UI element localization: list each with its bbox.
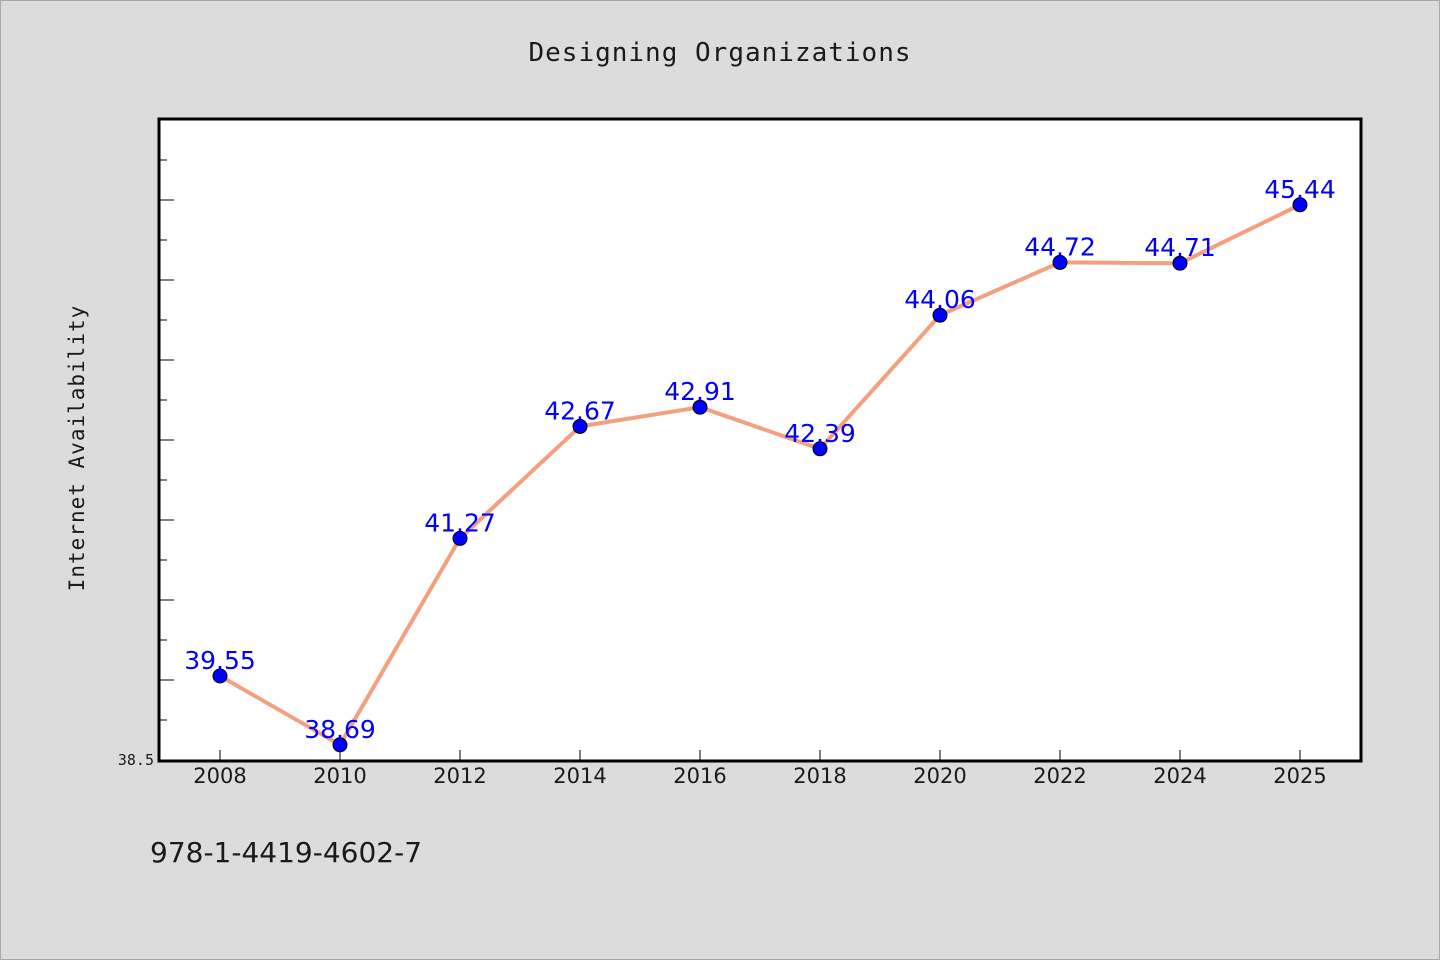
data-point — [932, 307, 948, 323]
data-label: 38.69 — [304, 715, 376, 744]
x-tick-label: 2014 — [553, 764, 606, 788]
data-point — [212, 668, 228, 684]
x-tick-label: 2016 — [673, 764, 726, 788]
x-tick-label: 2010 — [313, 764, 366, 788]
footer-isbn: 978-1-4419-4602-7 — [150, 836, 422, 869]
x-tick-label: 2008 — [193, 764, 246, 788]
x-tick-label: 2025 — [1273, 764, 1326, 788]
series-line — [218, 202, 1302, 747]
series-line-group — [218, 202, 1302, 747]
x-tick-label: 2020 — [913, 764, 966, 788]
x-tick-label: 2024 — [1153, 764, 1206, 788]
data-point — [332, 737, 348, 753]
data-point — [572, 418, 588, 434]
y-tick-label: 38.5 — [118, 751, 154, 769]
data-label: 45.44 — [1264, 175, 1336, 204]
y-axis-label: Internet Availability — [65, 305, 89, 592]
data-labels: 39.55 38.69 41.27 42.67 42.91 42.39 44.06 44.72… — [184, 175, 1336, 744]
data-label: 41.27 — [424, 508, 496, 537]
chart-title: Designing Organizations — [528, 38, 911, 68]
plot-area — [157, 117, 1363, 763]
x-tick-label: 2018 — [793, 764, 846, 788]
data-label: 44.72 — [1024, 232, 1096, 261]
data-point — [812, 441, 828, 457]
data-label: 42.39 — [784, 419, 856, 448]
data-point — [1052, 254, 1068, 270]
x-tick-label: 2022 — [1033, 764, 1086, 788]
data-point — [1292, 197, 1308, 213]
data-label: 42.67 — [544, 396, 616, 425]
data-point — [452, 530, 468, 546]
data-label: 44.06 — [904, 285, 976, 314]
data-points — [212, 197, 1308, 753]
x-axis-ticks: 2008 2010 2012 2014 2016 2018 2020 2022 2024 2025 — [193, 750, 1327, 788]
data-label: 44.71 — [1144, 233, 1216, 262]
data-label: 42.91 — [664, 377, 736, 406]
data-point — [1172, 255, 1188, 271]
y-axis-ticks: 38.5 — [118, 119, 174, 769]
data-label: 39.55 — [184, 646, 256, 675]
data-point — [692, 399, 708, 415]
x-tick-label: 2012 — [433, 764, 486, 788]
